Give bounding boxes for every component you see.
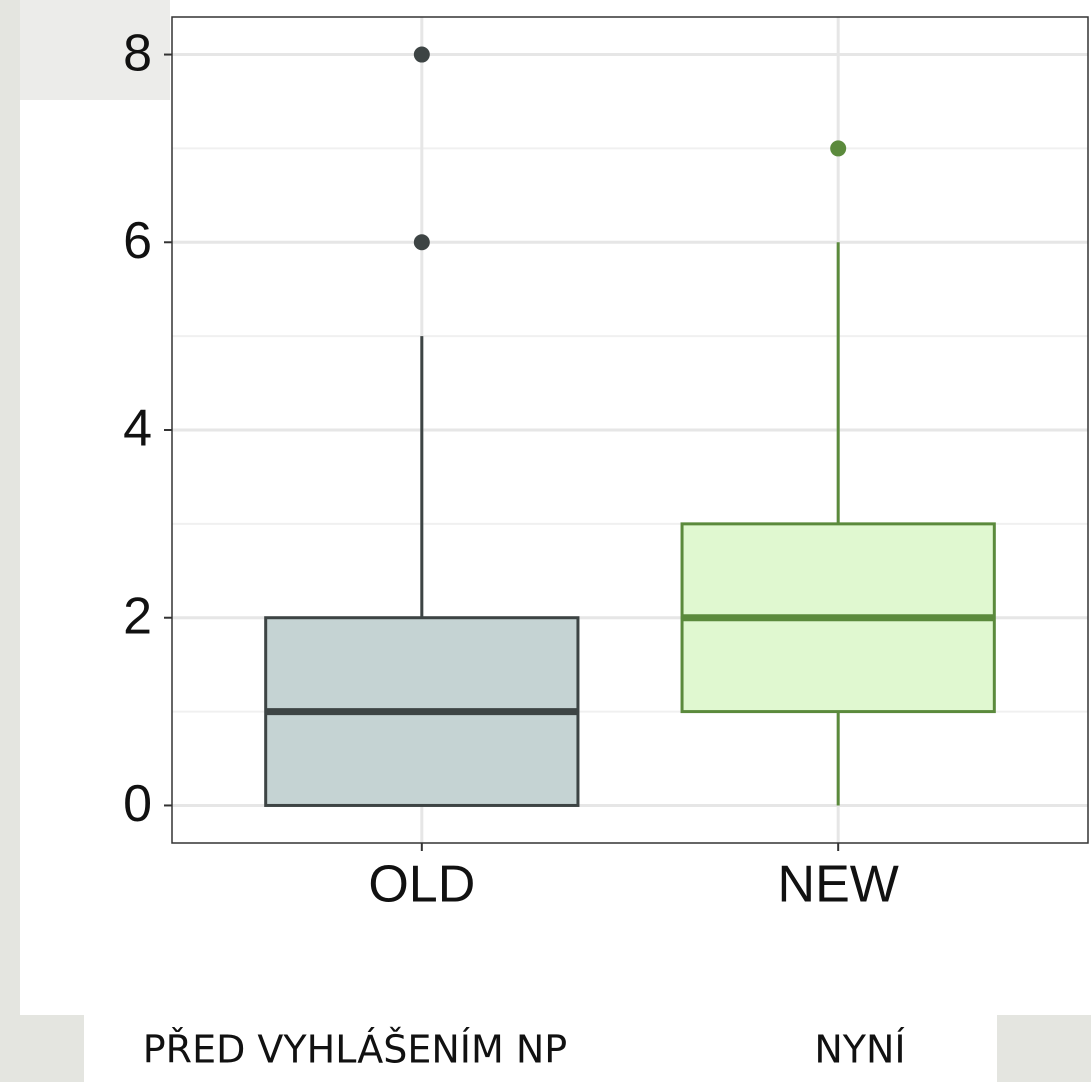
bottom-block (20, 1015, 84, 1082)
bottom-block (997, 1015, 1091, 1082)
y-tick-label: 6 (123, 212, 152, 270)
y-tick-label: 8 (123, 24, 152, 82)
outlier (830, 140, 847, 157)
x-tick-label: OLD (368, 856, 475, 914)
caption: NYNÍ (814, 1028, 905, 1072)
side-strip (0, 0, 20, 1082)
background-panel (0, 0, 170, 100)
y-tick-label: 0 (123, 775, 152, 833)
caption: PŘED VYHLÁŠENÍM NP (143, 1028, 567, 1072)
plot-border (171, 16, 1089, 844)
y-tick-label: 4 (123, 400, 152, 458)
plot: 0 2 4 6 8 OLD NEW (123, 17, 1088, 914)
outlier (413, 234, 430, 251)
y-tick-label: 2 (123, 587, 152, 645)
x-tick-label: NEW (778, 856, 899, 914)
outlier (413, 46, 430, 63)
